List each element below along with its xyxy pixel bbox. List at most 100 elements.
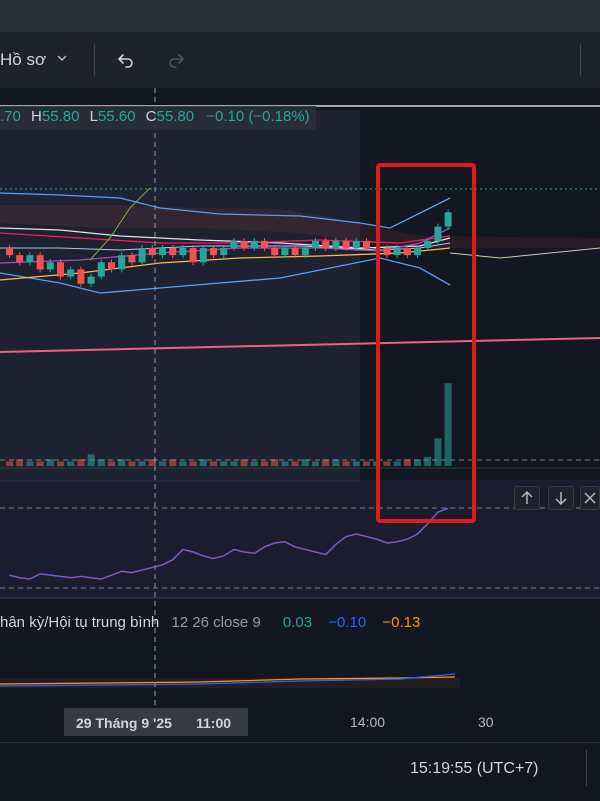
volume-bar [291, 461, 299, 466]
candles-group [6, 209, 452, 287]
volume-bar [352, 461, 360, 466]
volume-bar [444, 383, 452, 466]
crosshair-time: 11:00 [196, 715, 232, 731]
candle [179, 248, 187, 256]
candle [230, 240, 238, 248]
change-value: −0.10 (−0.18%) [206, 108, 310, 125]
volume-bar [220, 461, 228, 466]
volume-bar [77, 459, 85, 466]
volume-bar [46, 459, 54, 466]
low-key: L [89, 108, 98, 125]
volume-bar [57, 461, 64, 466]
ohlc-legend: .70 H55.80 L55.60 C55.80 −0.10 (−0.18%) [0, 106, 316, 130]
ma-green [89, 187, 151, 261]
time-tick-1400: 14:00 [350, 714, 386, 730]
volume-group [6, 383, 452, 466]
ma-pink [0, 232, 451, 244]
chevron-down-icon[interactable] [56, 52, 68, 64]
bollinger-upper [0, 192, 451, 229]
volume-bar [128, 461, 136, 466]
open-value: .70 [0, 108, 21, 125]
candle [301, 248, 309, 256]
volume-bar [67, 461, 75, 466]
candle [108, 262, 115, 270]
crosshair-date: 29 Tháng 9 '25 [76, 715, 172, 731]
volume-bar [271, 459, 279, 466]
candle [250, 240, 258, 248]
volume-bar [6, 461, 13, 466]
candle [26, 255, 34, 263]
candle [189, 248, 197, 263]
macd-title: hân kỳ/Hội tụ trung bình [0, 614, 160, 631]
top-toolbar [0, 0, 600, 88]
bollinger-basis [0, 242, 451, 251]
volume-bar [87, 454, 95, 466]
highlight-box [376, 163, 476, 523]
profile-label[interactable]: Hồ sơ [0, 50, 47, 69]
arrow-down-icon [555, 492, 567, 506]
candle [414, 248, 421, 256]
macd-value: 0.03 [282, 614, 313, 631]
close-value: 55.80 [156, 108, 195, 125]
ma-white [0, 227, 451, 249]
clock-display[interactable]: 15:19:55 (UTC+7) [410, 760, 539, 777]
candle [393, 248, 401, 256]
redo-icon[interactable] [166, 50, 188, 72]
candle [240, 240, 248, 248]
undo-icon[interactable] [114, 50, 136, 72]
candle [332, 240, 340, 248]
volume-bar [424, 456, 432, 466]
volume-bar [189, 461, 197, 466]
crosshair-date-label: 29 Tháng 9 '25 11:00 [64, 708, 248, 736]
macd-params: 12 26 close 9 [171, 614, 261, 631]
candle [87, 276, 95, 284]
volume-bar [97, 459, 105, 466]
candle [57, 262, 64, 277]
volume-bar [240, 459, 248, 466]
volume-bar [414, 459, 421, 466]
volume-bar [159, 461, 166, 466]
candle [403, 248, 411, 256]
macd-legend[interactable]: hân kỳ/Hội tụ trung bình 12 26 close 9 0… [0, 614, 420, 631]
close-key: C [145, 108, 157, 125]
trend-line [0, 337, 600, 353]
volume-bar [312, 461, 319, 466]
candle [363, 240, 370, 248]
volume-bar [342, 461, 350, 466]
candle [36, 255, 44, 270]
time-tick-30: 30 [478, 714, 494, 730]
candle [46, 262, 54, 270]
volume-bar [118, 459, 126, 466]
volume-bar [36, 461, 44, 466]
move-up-button[interactable] [514, 486, 540, 510]
header-strip [0, 0, 600, 32]
candle [312, 240, 319, 248]
candle [271, 248, 279, 256]
volume-bar [16, 459, 24, 466]
volume-bar [179, 461, 187, 466]
candle [118, 255, 126, 270]
candle [169, 248, 177, 256]
volume-bar [169, 459, 177, 466]
close-icon [584, 492, 596, 504]
status-divider [586, 750, 587, 786]
candle [281, 248, 289, 256]
cloud-band [0, 205, 600, 248]
volume-bar [230, 461, 238, 466]
volume-bar [393, 461, 401, 466]
high-key: H [31, 108, 42, 125]
candle [434, 226, 442, 241]
candle [220, 248, 228, 256]
move-down-button[interactable] [548, 486, 574, 510]
volume-bar [281, 461, 289, 466]
volume-bar [108, 461, 115, 466]
close-pane-button[interactable] [580, 486, 600, 510]
chart-canvas[interactable] [0, 88, 600, 800]
candle [6, 248, 13, 256]
toolbar-divider-right [580, 44, 581, 76]
volume-bar [363, 461, 370, 466]
volume-bar [301, 459, 309, 466]
rsi-pane [0, 480, 600, 598]
candle [199, 248, 207, 263]
volume-bar [322, 459, 330, 466]
